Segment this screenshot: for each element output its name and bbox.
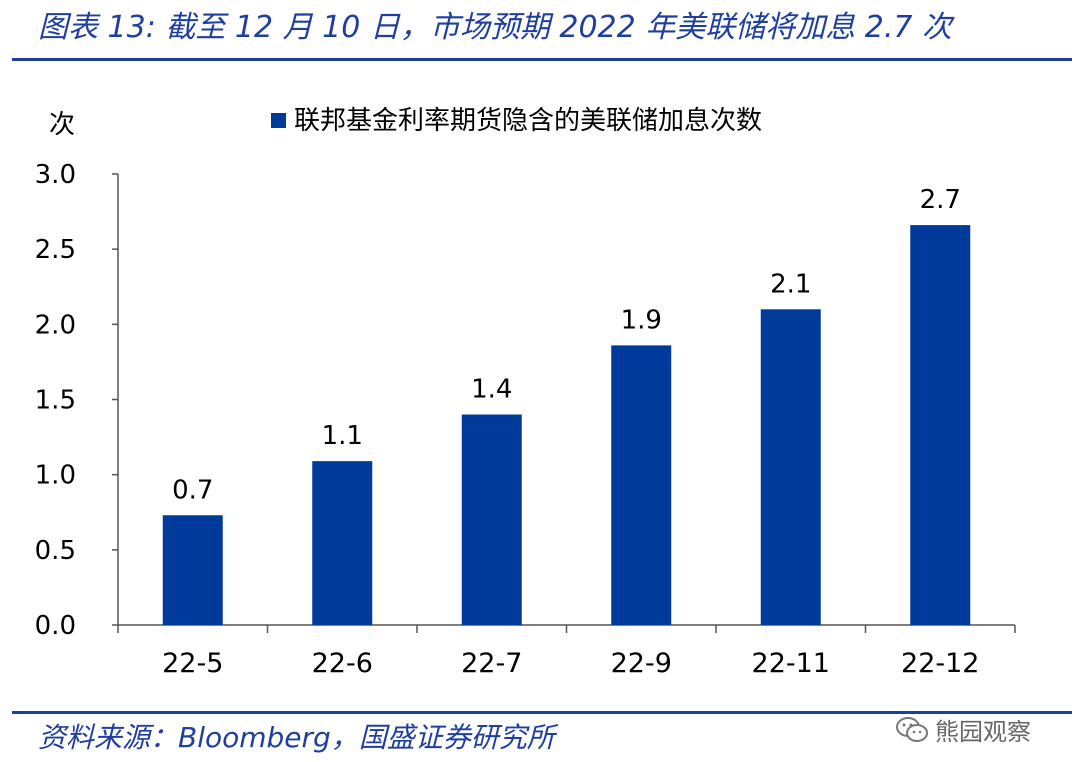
- bar-22-12: [910, 225, 971, 625]
- figure-title: 图表 13: 截至 12 月 10 日，市场预期 2022 年美联储将加息 2.…: [38, 10, 953, 45]
- data-label: 2.1: [770, 269, 811, 299]
- bar-22-7: [461, 414, 522, 625]
- x-tick-label: 22-5: [162, 648, 223, 679]
- y-tick-label: 2.0: [35, 310, 76, 340]
- data-label: 2.7: [920, 185, 961, 215]
- x-tick-label: 22-11: [752, 648, 830, 679]
- data-label: 1.1: [322, 421, 363, 451]
- y-tick-label: 0.5: [35, 536, 76, 566]
- data-label: 0.7: [172, 475, 213, 505]
- x-tick-label: 22-6: [312, 648, 373, 679]
- wechat-icon: [896, 716, 928, 742]
- y-axis-label: 次: [49, 110, 75, 140]
- x-tick-label: 22-12: [901, 648, 979, 679]
- bar-chart: 0.0 0.5 1.0 1.5 2.0 2.5 3.0 次 0.7 22-5 1.1 22-6 1.4 2…: [35, 106, 1016, 679]
- data-label: 1.9: [621, 305, 662, 335]
- bar-22-5: [162, 515, 223, 625]
- source-note: 资料来源：Bloomberg，国盛证券研究所: [38, 721, 555, 754]
- bar-22-9: [611, 345, 672, 625]
- y-tick-label: 0.0: [35, 611, 76, 641]
- legend-swatch: [271, 113, 286, 128]
- bar-22-6: [312, 461, 373, 625]
- bottom-rule: [12, 711, 1072, 714]
- y-tick-label: 1.5: [35, 386, 76, 416]
- y-tick-label: 3.0: [35, 160, 76, 190]
- x-tick-label: 22-9: [611, 648, 672, 679]
- x-tick-label: 22-7: [461, 648, 522, 679]
- y-tick-label: 2.5: [35, 235, 76, 265]
- data-label: 1.4: [471, 375, 512, 405]
- watermark-text: 熊园观察: [935, 718, 1031, 746]
- watermark: 熊园观察: [895, 712, 1031, 747]
- y-tick-label: 1.0: [35, 461, 76, 491]
- bar-22-11: [760, 309, 821, 625]
- top-rule: [12, 58, 1072, 61]
- legend-label: 联邦基金利率期货隐含的美联储加息次数: [294, 106, 762, 136]
